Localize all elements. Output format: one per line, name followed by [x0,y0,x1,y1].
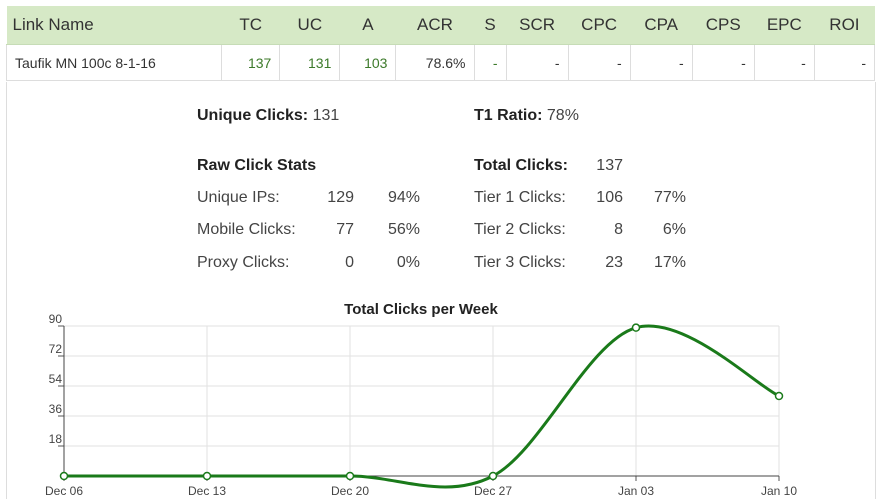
cell-roi: - [813,44,876,81]
col-link-name[interactable]: Link Name [6,6,222,45]
tier3-clicks-pct: 17% [653,254,686,271]
mobile-clicks-value: 77 [336,221,354,238]
tier1-clicks-pct: 77% [653,189,686,206]
col-roi[interactable]: ROI [814,6,875,45]
link-stats-table: Link Name TC UC A ACR S SCR CPC CPA CPS … [5,6,876,81]
col-epc[interactable]: EPC [754,6,815,45]
cell-tc: 137 [221,44,281,81]
table-row[interactable]: Taufik MN 100c 8-1-16 137 131 103 78.6% … [5,44,876,81]
cell-s: - [473,44,507,81]
mobile-clicks-label: Mobile Clicks: [197,221,296,238]
proxy-clicks-value: 0 [345,254,354,271]
col-cpa[interactable]: CPA [630,6,693,45]
mobile-clicks-pct: 56% [387,221,420,238]
raw-click-stats-title: Raw Click Stats [197,157,317,174]
cell-acr: 78.6% [395,44,475,81]
tier3-clicks-value: 23 [605,254,623,271]
tier1-clicks-value: 106 [596,189,623,206]
t1-ratio-label: T1 Ratio: [474,107,543,124]
cell-cps: - [691,44,755,81]
proxy-clicks-pct: 0% [396,254,420,271]
total-clicks-title: Total Clicks: [474,157,568,174]
unique-ips-value: 129 [327,189,354,206]
tier3-clicks-label: Tier 3 Clicks: [474,254,566,271]
tier2-clicks-value: 8 [614,221,623,238]
col-tc[interactable]: TC [221,6,280,45]
unique-clicks-summary: Unique Clicks: 131 [197,107,339,125]
col-a[interactable]: A [339,6,396,45]
t1-ratio-value: 78% [546,107,579,124]
t1-ratio-summary: T1 Ratio: 78% [474,107,579,125]
col-cpc[interactable]: CPC [568,6,631,45]
table-header-row: Link Name TC UC A ACR S SCR CPC CPA CPS … [6,6,875,45]
total-clicks-value: 137 [596,157,623,174]
col-acr[interactable]: ACR [395,6,474,45]
unique-clicks-label: Unique Clicks: [197,107,309,124]
cell-uc: 131 [279,44,341,81]
proxy-clicks-label: Proxy Clicks: [197,254,290,271]
col-s[interactable]: S [474,6,507,45]
cell-scr: - [505,44,569,81]
unique-ips-label: Unique IPs: [197,189,280,206]
col-scr[interactable]: SCR [506,6,569,45]
cell-a: 103 [339,44,397,81]
cell-epc: - [753,44,815,81]
cell-cpa: - [629,44,693,81]
col-cps[interactable]: CPS [692,6,755,45]
tier2-clicks-label: Tier 2 Clicks: [474,221,566,238]
unique-clicks-value: 131 [312,107,340,124]
cell-cpc: - [567,44,631,81]
col-uc[interactable]: UC [279,6,340,45]
details-panel [6,82,876,499]
unique-ips-pct: 94% [387,189,420,206]
tier1-clicks-label: Tier 1 Clicks: [474,189,566,206]
cell-link-name[interactable]: Taufik MN 100c 8-1-16 [5,44,223,81]
tier2-clicks-pct: 6% [662,221,686,238]
